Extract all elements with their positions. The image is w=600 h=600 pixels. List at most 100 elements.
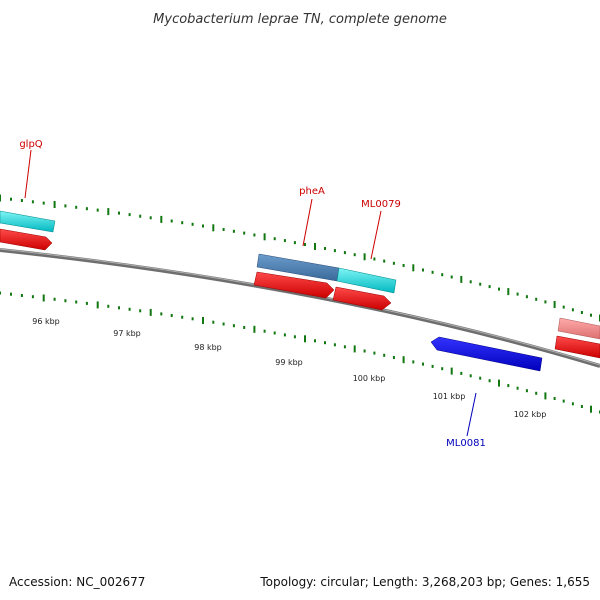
minor-tick: [343, 251, 346, 255]
minor-tick: [107, 304, 110, 308]
minor-tick: [553, 397, 556, 400]
minor-tick: [293, 335, 296, 339]
accession-text: Accession: NC_002677: [9, 575, 145, 589]
minor-tick: [507, 384, 510, 388]
minor-tick: [580, 311, 583, 314]
cds-feature-ml0079[interactable]: [332, 286, 392, 311]
lower-tick-marks: [0, 291, 600, 414]
minor-tick: [392, 356, 395, 359]
minor-tick: [422, 362, 424, 366]
minor-tick: [460, 371, 463, 375]
minor-tick: [20, 199, 23, 202]
minor-tick: [243, 326, 246, 329]
major-tick: [412, 264, 415, 272]
gene-feature-glpq[interactable]: [0, 210, 56, 233]
major-tick: [0, 194, 1, 202]
minor-tick: [488, 379, 491, 383]
minor-tick: [363, 349, 366, 353]
minor-tick: [431, 270, 434, 274]
minor-tick: [373, 351, 376, 355]
minor-tick: [118, 211, 120, 215]
minor-tick: [85, 207, 88, 211]
minor-tick: [498, 287, 500, 291]
upper-tick-marks: [0, 194, 600, 322]
major-tick: [363, 253, 366, 261]
minor-tick: [304, 243, 306, 246]
minor-tick: [562, 305, 565, 309]
major-tick: [53, 201, 56, 208]
kbp-label: 97 kbp: [113, 329, 141, 338]
minor-tick: [283, 333, 286, 337]
major-tick: [553, 301, 556, 308]
gene-label-glpq[interactable]: glpQ: [19, 139, 42, 150]
map-title: Mycobacterium leprae TN, complete genome: [153, 12, 447, 27]
minor-tick: [383, 353, 386, 357]
minor-tick: [293, 241, 296, 245]
minor-tick: [333, 249, 336, 253]
minor-tick: [516, 292, 519, 296]
minor-tick: [42, 201, 45, 205]
major-tick: [353, 345, 356, 353]
cds-feature-phea[interactable]: [253, 271, 335, 299]
minor-tick: [85, 301, 88, 305]
major-tick: [590, 405, 592, 413]
minor-tick: [488, 285, 491, 289]
major-tick: [149, 308, 152, 316]
leader-line-phea: [302, 198, 313, 247]
minor-tick: [431, 364, 434, 368]
kbp-label: 99 kbp: [275, 358, 303, 367]
minor-tick: [422, 268, 424, 272]
gene-feature-next[interactable]: [557, 317, 600, 340]
minor-tick: [128, 307, 131, 311]
minor-tick: [232, 229, 235, 233]
minor-tick: [53, 297, 56, 301]
minor-tick: [469, 374, 472, 378]
minor-tick: [402, 264, 405, 267]
minor-tick: [525, 389, 528, 393]
minor-tick: [212, 320, 215, 324]
minor-tick: [273, 331, 276, 335]
gene-label-ml0081[interactable]: ML0081: [446, 438, 486, 449]
minor-tick: [516, 386, 519, 390]
kbp-label: 102 kbp: [514, 410, 547, 419]
minor-tick: [191, 222, 194, 226]
minor-tick: [139, 309, 142, 313]
minor-tick: [571, 308, 574, 312]
minor-tick: [333, 343, 336, 347]
minor-tick: [139, 214, 142, 218]
cds-feature-next[interactable]: [554, 335, 600, 359]
minor-tick: [273, 237, 276, 241]
cds-feature-glpq[interactable]: [0, 228, 53, 251]
major-tick: [253, 325, 256, 333]
gene-feature-ml0079[interactable]: [336, 267, 397, 294]
minor-tick: [20, 294, 23, 297]
minor-tick: [149, 216, 152, 220]
minor-tick: [412, 360, 415, 364]
gene-label-ml0079[interactable]: ML0079: [361, 199, 401, 210]
minor-tick: [243, 231, 246, 235]
minor-tick: [324, 341, 326, 345]
major-tick: [107, 208, 110, 216]
minor-tick: [222, 228, 225, 231]
kbp-label: 100 kbp: [353, 374, 386, 383]
minor-tick: [181, 221, 184, 225]
minor-tick: [263, 329, 266, 333]
gene-feature-ml0081[interactable]: [430, 336, 543, 372]
major-tick: [160, 215, 163, 223]
minor-tick: [314, 339, 316, 343]
gene-features: [0, 210, 600, 372]
minor-tick: [373, 257, 376, 261]
minor-tick: [10, 292, 12, 296]
minor-tick: [75, 205, 78, 209]
minor-tick: [160, 312, 163, 316]
minor-tick: [479, 376, 482, 380]
minor-tick: [590, 313, 592, 317]
major-tick: [263, 233, 266, 241]
major-tick: [212, 224, 215, 232]
minor-tick: [571, 402, 574, 406]
gene-label-phea[interactable]: pheA: [299, 186, 325, 197]
minor-tick: [10, 197, 12, 201]
kbp-label: 101 kbp: [433, 392, 466, 401]
minor-tick: [31, 200, 34, 204]
kbp-labels: 96 kbp 97 kbp 98 kbp 99 kbp 100 kbp 101 …: [32, 317, 546, 419]
